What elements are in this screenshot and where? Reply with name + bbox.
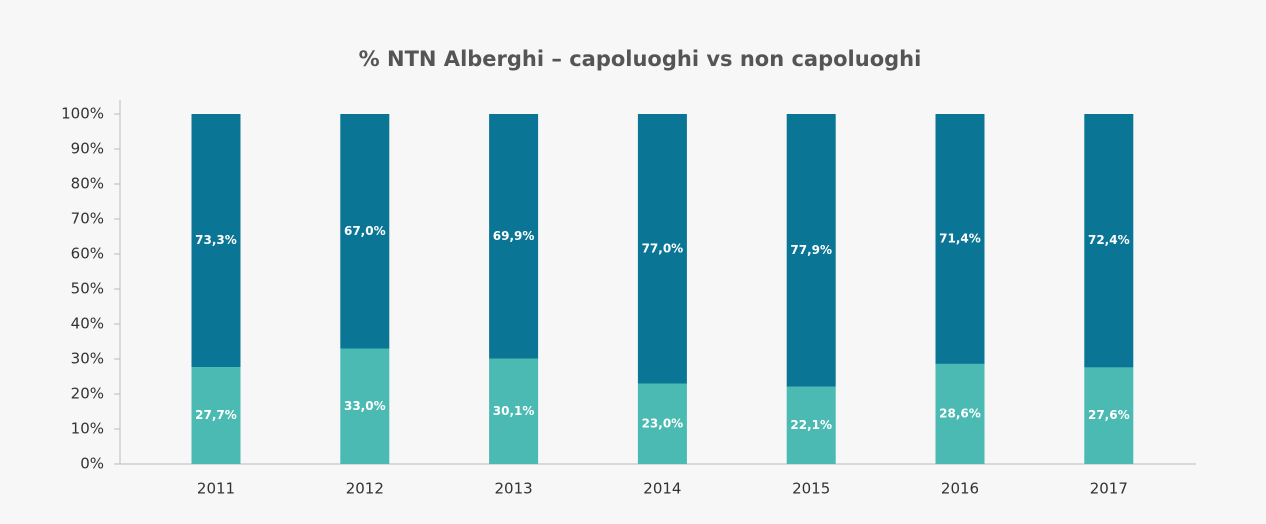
- y-tick-label: 10%: [71, 420, 104, 438]
- x-tick-label: 2012: [346, 480, 384, 498]
- y-tick-label: 80%: [71, 175, 104, 193]
- x-tick-label: 2011: [197, 480, 235, 498]
- y-tick-label: 40%: [71, 315, 104, 333]
- bar-segment: [1084, 114, 1134, 368]
- data-label: 77,0%: [642, 241, 684, 255]
- data-label: 28,6%: [939, 406, 981, 420]
- x-tick-label: 2014: [643, 480, 681, 498]
- data-label: 73,3%: [195, 233, 237, 247]
- data-label: 27,7%: [195, 408, 237, 422]
- data-label: 27,6%: [1088, 408, 1130, 422]
- bar-segment: [637, 383, 687, 464]
- y-tick-label: 20%: [71, 385, 104, 403]
- data-label: 23,0%: [642, 416, 684, 430]
- x-tick-label: 2016: [941, 480, 979, 498]
- data-label: 69,9%: [493, 229, 535, 243]
- data-label: 67,0%: [344, 224, 386, 238]
- chart-title: % NTN Alberghi – capoluoghi vs non capol…: [359, 47, 922, 71]
- bar-segment: [935, 114, 985, 364]
- bar-segment: [1084, 367, 1134, 464]
- bar-segment: [786, 386, 836, 464]
- bar-segment: [191, 114, 241, 368]
- bar-segment: [935, 363, 985, 464]
- bar-segment: [340, 348, 390, 464]
- bar-segment: [489, 358, 539, 464]
- data-label: 30,1%: [493, 404, 535, 418]
- bar-segment: [191, 367, 241, 464]
- bar-segment: [340, 114, 390, 349]
- y-tick-label: 60%: [71, 245, 104, 263]
- y-tick-label: 70%: [71, 210, 104, 228]
- data-label: 77,9%: [790, 243, 832, 257]
- y-tick-label: 90%: [71, 140, 104, 158]
- data-label: 71,4%: [939, 231, 981, 245]
- data-label: 33,0%: [344, 399, 386, 413]
- data-label: 72,4%: [1088, 233, 1130, 247]
- x-tick-label: 2017: [1090, 480, 1128, 498]
- y-tick-label: 0%: [80, 455, 104, 473]
- bar-segment: [489, 114, 539, 359]
- data-label: 22,1%: [790, 418, 832, 432]
- y-tick-label: 30%: [71, 350, 104, 368]
- x-tick-label: 2013: [495, 480, 533, 498]
- y-tick-label: 50%: [71, 280, 104, 298]
- x-tick-label: 2015: [792, 480, 830, 498]
- bar-segment: [786, 114, 836, 387]
- y-tick-label: 100%: [61, 105, 104, 123]
- bar-segment: [637, 114, 687, 384]
